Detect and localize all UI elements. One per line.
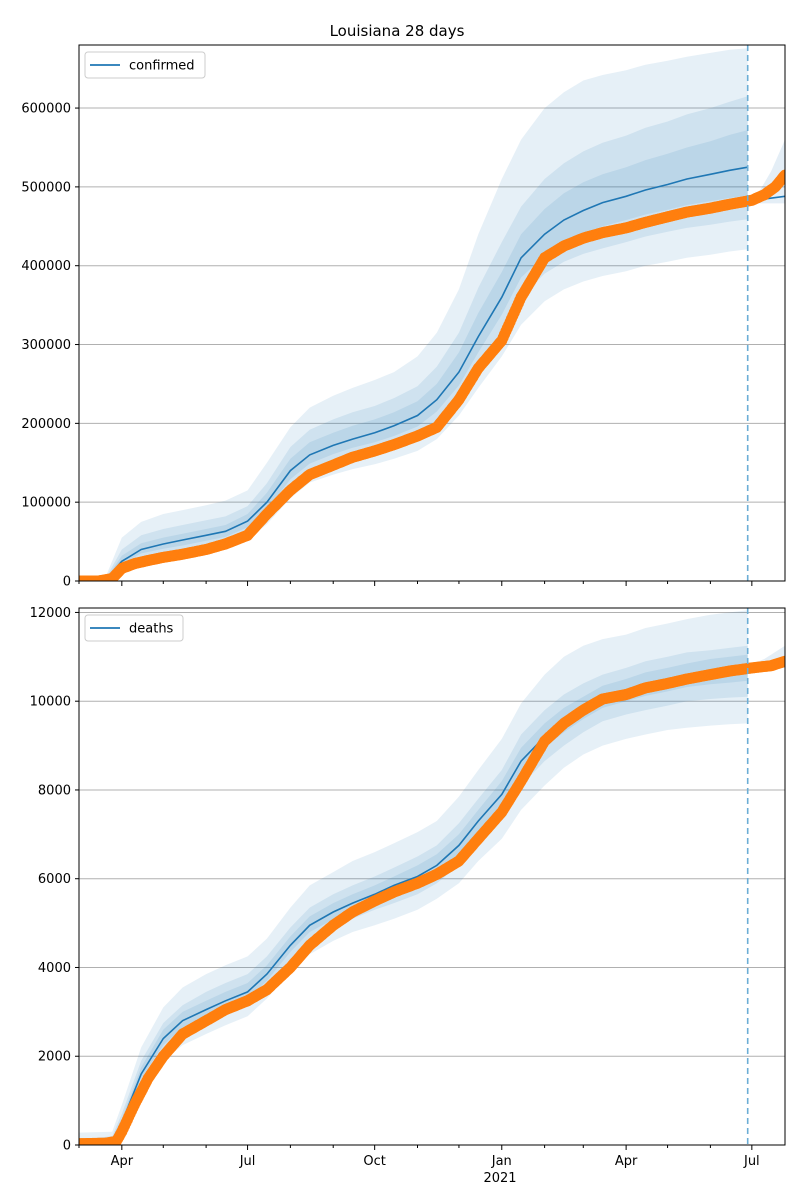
observed-series: [79, 655, 785, 1145]
y-tick-label: 500000: [21, 180, 71, 195]
uncertainty-band-outer: [79, 48, 748, 581]
x-tick-label: Jul: [239, 1154, 256, 1169]
y-tick-label: 100000: [21, 496, 71, 511]
legend-label: confirmed: [129, 59, 195, 74]
plot-area: [79, 610, 785, 1145]
x-tick-label: Jul: [743, 1154, 760, 1169]
y-tick-label: 300000: [21, 338, 71, 353]
x-year-label: 2021: [483, 1171, 516, 1186]
legend: deaths: [84, 614, 184, 642]
axes-frame: [78, 607, 786, 1146]
observed-series: [79, 169, 785, 581]
y-tick-label: 4000: [38, 961, 71, 976]
y-tick-label: 8000: [38, 783, 71, 798]
y-tick-label: 400000: [21, 259, 71, 274]
observed-point: [779, 655, 785, 667]
x-tick-label: Oct: [363, 1154, 385, 1169]
x-tick-label: Apr: [615, 1154, 638, 1169]
uncertainty-band-inner: [79, 130, 748, 581]
chart-title: Louisiana 28 days: [330, 22, 465, 40]
legend-label: deaths: [129, 622, 174, 637]
y-tick-label: 12000: [30, 606, 71, 621]
observed-point: [779, 169, 785, 181]
confirmed-panel: 0 100000 200000 300000 400000 500000 600000 con…: [21, 44, 786, 590]
legend-box: [84, 51, 206, 79]
uncertainty-band-middle: [79, 645, 748, 1145]
y-tick-label: 10000: [30, 695, 71, 710]
y-tick-label: 2000: [38, 1050, 71, 1065]
y-tick-label: 600000: [21, 102, 71, 117]
x-tick-label: Jan: [491, 1154, 512, 1169]
series-confirmed-line: [79, 166, 748, 581]
y-tick-label: 6000: [38, 872, 71, 887]
uncertainty-band-middle: [79, 96, 748, 581]
y-tick-label: 200000: [21, 417, 71, 432]
y-tick-label: 0: [63, 575, 71, 590]
y-tick-label: 0: [63, 1139, 71, 1154]
axes-frame: [78, 44, 786, 582]
legend-box: [84, 614, 184, 642]
deaths-panel: 0 2000 4000 6000 8000 10000 12000 Apr Jul Oct Jan A…: [30, 606, 786, 1169]
plot-area: [79, 48, 785, 581]
x-tick-label: Apr: [111, 1154, 134, 1169]
legend: confirmed: [84, 51, 206, 79]
